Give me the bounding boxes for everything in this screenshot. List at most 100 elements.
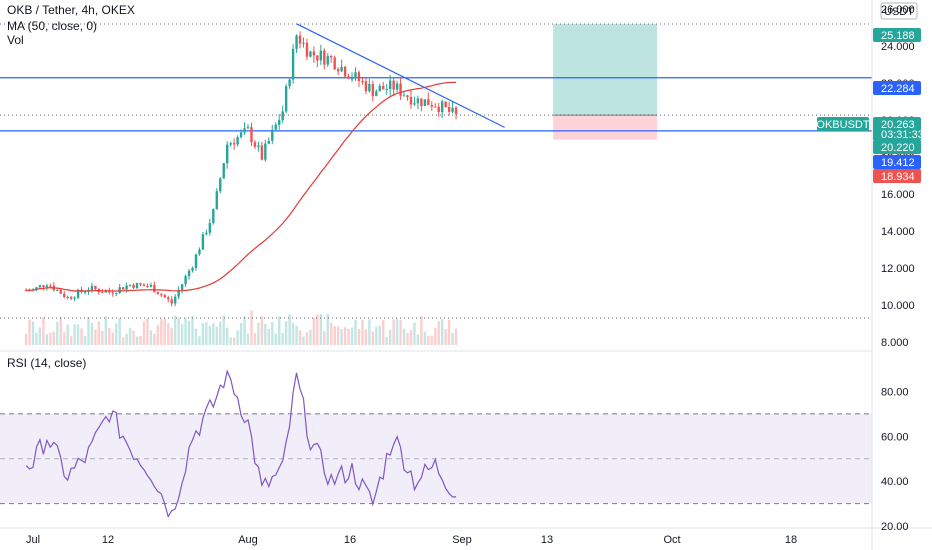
volume-bar [87, 316, 90, 345]
volume-bar [149, 330, 153, 345]
volume-bar [364, 329, 368, 345]
candle [222, 163, 225, 179]
position-stop-zone[interactable] [553, 115, 658, 140]
candle [142, 283, 146, 287]
candle [139, 282, 142, 287]
trendline[interactable] [296, 23, 505, 128]
candle [128, 284, 132, 287]
volume-bar [208, 325, 212, 345]
symbol-legend[interactable]: OKB / Tether, 4h, OKEX [7, 3, 135, 17]
volume-bar [357, 329, 361, 345]
candle [430, 101, 433, 111]
candle [312, 46, 316, 63]
volume-bar [239, 322, 243, 345]
candle [45, 283, 49, 291]
volume-bar [454, 328, 458, 345]
volume-legend[interactable]: Vol [7, 33, 24, 47]
volume-bar [139, 335, 142, 345]
volume-bar [66, 324, 69, 345]
volume-bar [316, 314, 319, 345]
candle [336, 67, 340, 76]
volume-bar [371, 331, 375, 345]
symbol-tag[interactable] [817, 117, 869, 131]
candle [295, 34, 298, 53]
candle [212, 208, 215, 225]
volume-bar [180, 324, 184, 345]
volume-bar [416, 334, 420, 345]
position-target-zone[interactable] [553, 24, 658, 116]
volume-bar [118, 317, 121, 345]
volume-bars [24, 310, 458, 345]
candle [323, 48, 326, 70]
volume-bar [413, 322, 416, 345]
candle [205, 229, 208, 236]
volume-bar [73, 324, 76, 345]
volume-bar [385, 336, 388, 345]
price-tag [873, 117, 921, 141]
candle [416, 95, 420, 110]
candle [316, 55, 319, 68]
candle [264, 139, 267, 162]
time-tick-label: Oct [663, 534, 680, 546]
candle [219, 177, 222, 194]
candle [156, 291, 160, 295]
candle [357, 70, 361, 87]
candle [201, 231, 205, 250]
volume-bar [444, 329, 447, 345]
symbol-tag-label: OKBUSDT [816, 119, 869, 131]
volume-bar [253, 333, 257, 345]
candle [94, 285, 97, 291]
candle [170, 296, 173, 307]
candles [24, 31, 458, 307]
volume-bar [395, 318, 399, 345]
dotted-levels [0, 23, 872, 319]
volume-bar [49, 332, 52, 345]
volume-bar [440, 319, 444, 345]
candle [423, 99, 427, 107]
countdown-label: 03:31:33 [881, 129, 924, 141]
volume-bar [402, 328, 406, 345]
candle [56, 288, 59, 291]
candle [66, 295, 69, 300]
candle [409, 90, 413, 109]
time-tick-label: Sep [452, 534, 472, 546]
candle [184, 274, 187, 288]
time-tick-label: 16 [344, 534, 356, 546]
volume-bar [246, 333, 250, 345]
candle [180, 283, 184, 294]
volume-bar [361, 319, 364, 345]
candle [250, 122, 253, 146]
candle [330, 54, 333, 63]
currency-label: USDT [884, 6, 914, 18]
rsi-legend[interactable]: RSI (14, close) [7, 356, 87, 370]
volume-bar [59, 316, 62, 345]
ma-legend[interactable]: MA (50, close, 0) [7, 19, 98, 33]
volume-bar [163, 318, 166, 345]
candle [350, 72, 354, 83]
candle [392, 77, 395, 97]
candle [447, 101, 451, 116]
candle [215, 188, 218, 210]
volume-bar [80, 328, 83, 345]
volume-bar [184, 317, 187, 345]
candle [236, 135, 239, 147]
price-tag [873, 28, 921, 42]
candle [257, 141, 260, 152]
volume-bar [336, 326, 340, 345]
candle [444, 101, 447, 108]
candle [73, 296, 76, 301]
candle [173, 294, 177, 307]
volume-bar [215, 326, 218, 345]
volume-bar [76, 324, 80, 345]
volume-bar [354, 319, 357, 345]
candle [371, 80, 375, 102]
currency-box[interactable] [880, 2, 918, 20]
volume-bar [284, 321, 288, 345]
candle [281, 105, 284, 124]
horizontal-lines[interactable] [0, 77, 872, 132]
volume-bar [128, 327, 132, 345]
volume-bar [375, 326, 378, 345]
volume-bar [219, 321, 222, 345]
candle [271, 124, 274, 145]
